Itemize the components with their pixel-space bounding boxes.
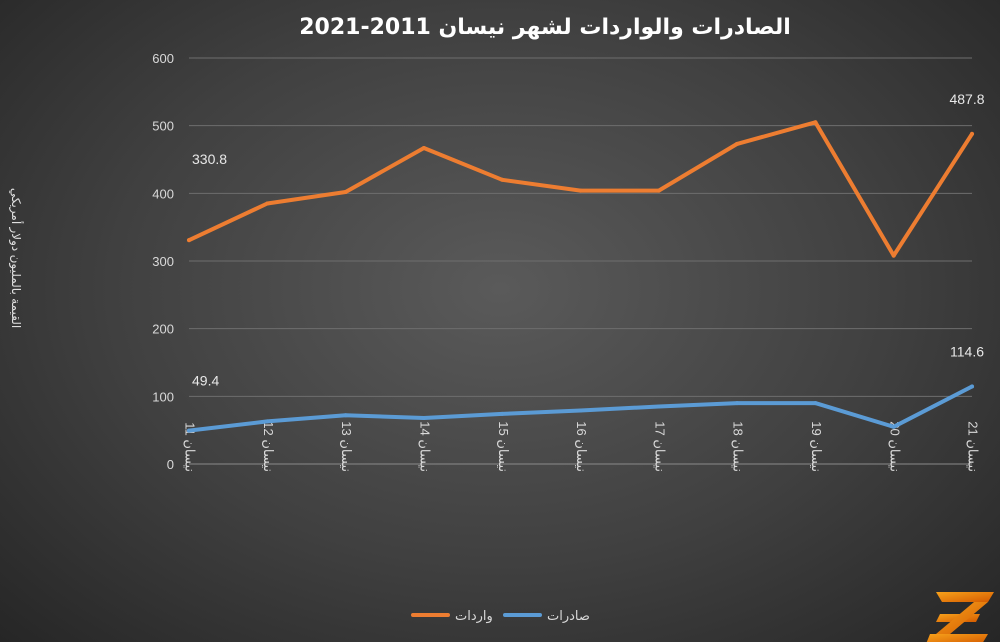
x-tick-label: نيسان 21 — [966, 421, 981, 472]
y-tick-label: 600 — [152, 51, 174, 66]
data-point — [735, 141, 740, 146]
data-point — [578, 408, 583, 413]
data-point — [265, 419, 270, 424]
data-point — [656, 188, 661, 193]
data-point — [891, 253, 896, 258]
x-tick-label: نيسان 15 — [496, 421, 511, 472]
data-point — [813, 120, 818, 125]
data-point — [578, 188, 583, 193]
data-point — [656, 404, 661, 409]
data-point — [421, 145, 426, 150]
y-tick-label: 500 — [152, 119, 174, 134]
data-label: 330.8 — [192, 151, 227, 167]
data-point — [970, 131, 974, 136]
data-point — [187, 428, 191, 433]
data-label: 49.4 — [192, 373, 219, 389]
data-labels: 330.8 487.8 49.4 114.6 — [192, 91, 985, 389]
y-tick-label: 300 — [152, 254, 174, 269]
data-point — [970, 384, 974, 389]
x-tick-labels: نيسان 11 نيسان 12 نيسان 13 نيسان 14 نيسان 15… — [183, 421, 981, 472]
data-point — [343, 413, 348, 418]
x-tick-label: نيسان 12 — [261, 421, 276, 472]
y-tick-label: 100 — [152, 389, 174, 404]
y-tick-label: 400 — [152, 186, 174, 201]
x-tick-label: نيسان 18 — [731, 421, 746, 472]
legend: واردات صادرات — [411, 608, 590, 624]
data-point — [265, 201, 270, 206]
data-point — [891, 424, 896, 429]
y-tick-label: 0 — [167, 457, 174, 472]
y-tick-label: 200 — [152, 322, 174, 337]
data-label: 114.6 — [950, 343, 984, 359]
legend-label: واردات — [455, 608, 493, 624]
x-tick-label: نيسان 20 — [887, 421, 902, 472]
data-point — [343, 189, 348, 194]
y-axis-title: القيمة بالمليون دولار أمريكي — [8, 188, 24, 328]
legend-label: صادرات — [547, 608, 590, 624]
data-point — [187, 238, 191, 243]
data-label: 487.8 — [949, 91, 984, 107]
data-point — [813, 401, 818, 406]
x-tick-label: نيسان 16 — [574, 421, 589, 472]
data-point — [735, 401, 740, 406]
x-tick-label: نيسان 14 — [417, 421, 432, 472]
data-point — [421, 415, 426, 420]
x-tick-label: نيسان 19 — [809, 421, 824, 472]
series-lines — [187, 120, 974, 433]
zb-logo-icon — [926, 592, 994, 642]
data-point — [500, 177, 505, 182]
gridlines — [189, 57, 972, 465]
x-tick-label: نيسان 17 — [652, 421, 667, 472]
data-point — [500, 411, 505, 416]
x-tick-label: نيسان 13 — [339, 421, 354, 472]
chart-title: الصادرات والواردات لشهر نيسان 2011-2021 — [299, 15, 791, 40]
x-tick-label: نيسان 11 — [183, 422, 198, 472]
y-tick-labels: 0 100 200 300 400 500 600 — [152, 51, 174, 472]
